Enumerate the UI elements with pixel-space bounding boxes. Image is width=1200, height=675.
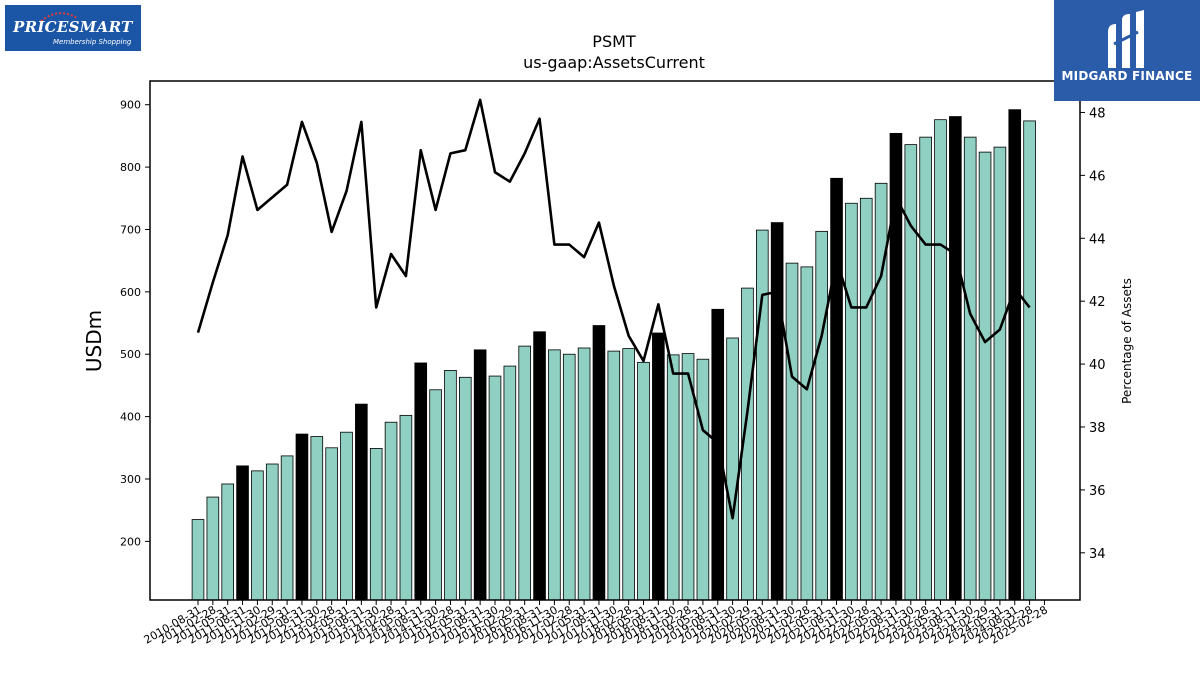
bar xyxy=(978,151,992,601)
plot-frame xyxy=(149,80,1081,601)
bar xyxy=(845,202,858,601)
bar xyxy=(1023,120,1036,601)
bar xyxy=(458,376,472,601)
bar xyxy=(607,350,621,601)
midgard-finance-logo: MIDGARD FINANCE xyxy=(1054,0,1200,101)
bar xyxy=(696,358,710,601)
bar xyxy=(711,308,725,601)
bar xyxy=(592,325,606,601)
bar xyxy=(800,266,814,601)
bar xyxy=(280,455,294,601)
bar xyxy=(934,119,947,601)
chart-subtitle: us-gaap:AssetsCurrent xyxy=(523,53,705,72)
bar xyxy=(919,136,932,601)
bar xyxy=(221,483,235,601)
y-axis-right: 34 36 38 40 42 44 46 48 xyxy=(1080,106,1106,562)
bar xyxy=(577,347,591,601)
series-line xyxy=(196,98,1031,520)
bar xyxy=(355,403,368,601)
bar xyxy=(265,463,279,601)
bar xyxy=(384,421,398,601)
bar xyxy=(429,389,442,601)
y2-tick-label: 42 xyxy=(1089,295,1106,310)
y2-tick-label: 40 xyxy=(1089,358,1106,373)
bar xyxy=(444,370,457,601)
bar xyxy=(756,229,769,601)
bar xyxy=(637,361,650,601)
x-axis: 2010-08-312011-02-282011-05-312011-08-31… xyxy=(142,600,1050,647)
bar xyxy=(295,433,309,601)
y-tick-label: 600 xyxy=(120,286,141,299)
y2-tick-label: 34 xyxy=(1089,547,1106,562)
bar xyxy=(414,362,428,601)
bar xyxy=(963,136,977,601)
bar xyxy=(904,144,918,601)
bar xyxy=(949,116,962,601)
bar xyxy=(652,332,665,601)
y2-tick-label: 36 xyxy=(1089,484,1106,499)
bar xyxy=(340,431,353,601)
line-group xyxy=(196,98,1031,520)
y2-tick-label: 44 xyxy=(1089,232,1106,247)
logo-left-brand: PRICESMART xyxy=(13,18,133,36)
bar xyxy=(399,414,413,601)
bar xyxy=(488,375,502,601)
y2-tick-label: 38 xyxy=(1089,421,1106,436)
chart-title: PSMT xyxy=(592,32,636,51)
bar xyxy=(562,353,576,601)
bar xyxy=(993,146,1007,601)
bar xyxy=(622,348,635,601)
bar xyxy=(770,222,784,601)
y-axis-left: 200 300 400 500 600 700 800 900 xyxy=(120,99,150,548)
logo-left-tagline: Membership Shopping xyxy=(53,38,132,46)
y-tick-label: 700 xyxy=(120,223,141,236)
pricesmart-logo: PRICESMART Membership Shopping xyxy=(5,5,141,51)
y-tick-label: 800 xyxy=(120,161,141,174)
bar xyxy=(830,177,843,601)
bar xyxy=(503,365,517,601)
bar xyxy=(325,447,338,601)
bar xyxy=(473,349,487,601)
bar xyxy=(251,470,264,601)
bar xyxy=(548,349,561,601)
bar xyxy=(815,230,828,601)
bar xyxy=(236,465,249,601)
bar xyxy=(1008,109,1022,601)
y-axis-label: USDm xyxy=(82,310,106,372)
bar xyxy=(191,519,205,601)
y2-tick-label: 48 xyxy=(1089,106,1106,121)
midgard-m-icon xyxy=(1108,10,1144,68)
y-tick-label: 900 xyxy=(120,99,141,112)
y-tick-label: 400 xyxy=(120,411,141,424)
y-tick-label: 300 xyxy=(120,473,141,486)
bar xyxy=(874,182,888,601)
bar-group xyxy=(191,109,1036,601)
bar xyxy=(859,197,873,601)
bar xyxy=(369,448,383,601)
bar xyxy=(726,337,739,601)
bar xyxy=(310,436,324,601)
bar xyxy=(518,345,531,601)
bar xyxy=(533,331,546,601)
logo-right-brand: MIDGARD FINANCE xyxy=(1061,69,1193,83)
y-tick-label: 200 xyxy=(120,535,141,548)
y-tick-label: 500 xyxy=(120,348,141,361)
bar xyxy=(785,262,799,601)
y2-axis-label: Percentage of Assets xyxy=(1120,278,1134,404)
bar xyxy=(206,496,220,601)
bar xyxy=(666,354,680,601)
y2-tick-label: 46 xyxy=(1089,169,1106,184)
